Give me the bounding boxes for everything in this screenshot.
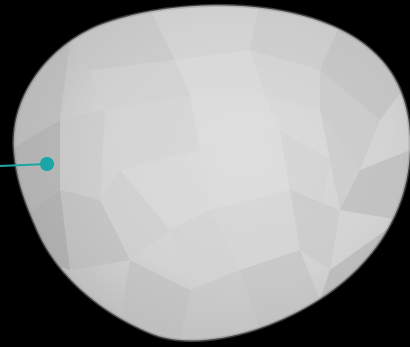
mesh-facets [13, 5, 410, 340]
mesh-outline [12, 4, 410, 342]
marker-line [0, 163, 48, 167]
marker-pin[interactable] [0, 157, 54, 171]
marker-dot-icon[interactable] [40, 157, 54, 171]
